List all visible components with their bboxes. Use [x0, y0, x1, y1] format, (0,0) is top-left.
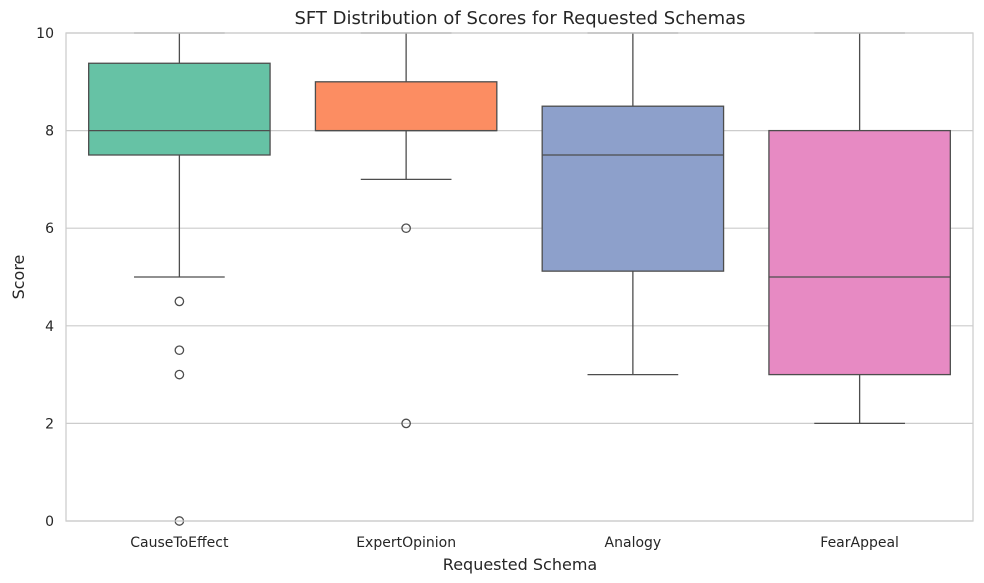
y-tick-label: 4 [45, 319, 54, 335]
x-tick-label: ExpertOpinion [356, 535, 456, 551]
box-iqr [768, 129, 951, 376]
x-axis-label: Requested Schema [443, 555, 597, 574]
box-iqr [314, 81, 498, 132]
box-iqr [541, 105, 725, 272]
chart-title: SFT Distribution of Scores for Requested… [294, 8, 745, 29]
outlier-point [174, 345, 185, 356]
y-axis-label: Score [9, 255, 28, 300]
box-iqr [88, 62, 271, 156]
y-tick-label: 8 [45, 124, 54, 140]
x-tick-layer: CauseToEffect ExpertOpinion Analogy FearApp… [130, 535, 899, 551]
y-tick-label: 6 [45, 221, 54, 237]
outlier-point [174, 296, 185, 307]
x-tick-label: Analogy [605, 535, 662, 551]
outlier-point [401, 223, 411, 234]
box-group-fearappeal [768, 32, 951, 425]
box-group-analogy [541, 32, 725, 376]
y-tick-label: 10 [36, 26, 54, 42]
y-tick-label: 2 [45, 416, 54, 432]
y-tick-layer: 0 2 4 6 8 10 [36, 26, 54, 530]
box-group-expertopinion [314, 32, 498, 429]
outlier-point [174, 369, 185, 380]
outlier-point [401, 418, 411, 429]
plot-frame [65, 32, 974, 522]
box-layer [88, 32, 951, 526]
x-tick-label: FearAppeal [820, 535, 899, 551]
y-tick-label: 0 [45, 514, 54, 530]
x-tick-label: CauseToEffect [130, 535, 229, 551]
